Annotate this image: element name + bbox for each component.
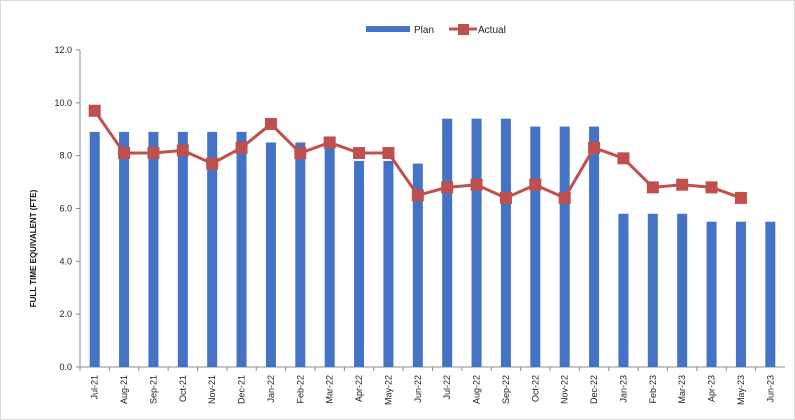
actual-point <box>147 147 160 160</box>
axes <box>76 49 785 371</box>
plan-bar <box>265 142 276 367</box>
plan-bar <box>589 126 600 367</box>
x-tick-label: Sep-22 <box>501 375 511 404</box>
actual-point <box>705 181 718 194</box>
x-tick-label: Feb-23 <box>648 375 658 404</box>
actual-point <box>588 141 601 154</box>
legend-swatch-plan <box>366 26 410 32</box>
plan-bar <box>442 118 453 367</box>
x-tick-label: May-23 <box>736 375 746 405</box>
plan-bar <box>354 160 365 367</box>
actual-point <box>323 136 336 149</box>
y-tick-label: 2.0 <box>59 309 72 319</box>
plan-bar <box>207 131 218 367</box>
actual-point <box>118 147 131 160</box>
x-tick-label: Sep-21 <box>148 375 158 404</box>
actual-point <box>353 147 366 160</box>
x-tick-label: Jul-21 <box>90 375 100 400</box>
x-tick-label: Feb-22 <box>295 375 305 404</box>
legend-label-actual: Actual <box>478 25 506 36</box>
x-tick-label: Dec-21 <box>237 375 247 404</box>
y-tick-label: 6.0 <box>59 204 72 214</box>
plan-bar <box>677 213 688 367</box>
actual-point <box>176 144 189 157</box>
actual-point <box>470 178 483 191</box>
plan-bar <box>618 213 629 367</box>
x-tick-label: Jan-23 <box>618 375 628 403</box>
x-tick-label: Oct-22 <box>530 375 540 402</box>
actual-point <box>734 191 747 204</box>
plan-bar <box>412 163 423 367</box>
x-tick-label: Oct-21 <box>178 375 188 402</box>
actual-point <box>294 147 307 160</box>
actual-line <box>88 104 747 204</box>
x-tick-label: May-22 <box>383 375 393 405</box>
plan-bar <box>500 118 511 367</box>
y-axis-title: FULL TIME EQUIVALENT (FTE) <box>29 189 38 307</box>
plan-bar <box>765 221 776 367</box>
y-tick-label: 0.0 <box>59 362 72 372</box>
x-tick-label: Nov-21 <box>207 375 217 404</box>
plan-bar <box>559 126 570 367</box>
plan-bar <box>706 221 717 367</box>
legend: Plan Actual <box>366 24 506 36</box>
actual-point <box>441 181 454 194</box>
x-tick-label: Aug-21 <box>119 375 129 404</box>
actual-point <box>646 181 659 194</box>
actual-point <box>206 157 219 170</box>
plan-bar <box>119 131 130 367</box>
plan-bar <box>89 131 100 367</box>
actual-point <box>235 141 248 154</box>
plan-bar <box>177 131 188 367</box>
plan-bar <box>236 131 247 367</box>
x-tick-label: Apr-23 <box>707 375 717 402</box>
x-tick-label: Jun-22 <box>413 375 423 403</box>
actual-point <box>88 104 101 117</box>
legend-swatch-actual-marker <box>458 24 469 35</box>
plan-bar <box>530 126 541 367</box>
plan-bar <box>647 213 658 367</box>
x-tick-label: Nov-22 <box>560 375 570 404</box>
plan-bars <box>89 118 776 367</box>
plan-bar <box>471 118 482 367</box>
plan-bar <box>383 160 394 367</box>
x-tick-label: Mar-23 <box>677 375 687 404</box>
actual-point <box>411 189 424 202</box>
x-tick-label: Jan-22 <box>266 375 276 403</box>
actual-point <box>529 178 542 191</box>
plan-bar <box>148 131 159 367</box>
actual-point <box>264 117 277 130</box>
y-tick-label: 8.0 <box>59 151 72 161</box>
x-tick-label: Jul-22 <box>442 375 452 400</box>
x-tick-label: Dec-22 <box>589 375 599 404</box>
plan-bar <box>735 221 746 367</box>
actual-point <box>676 178 689 191</box>
actual-point <box>617 152 630 165</box>
actual-point <box>558 191 571 204</box>
y-tick-label: 10.0 <box>54 98 72 108</box>
actual-point <box>499 191 512 204</box>
plan-bar <box>295 142 306 367</box>
legend-label-plan: Plan <box>414 25 434 36</box>
actual-point <box>382 147 395 160</box>
tick-labels: 0.0 2.0 4.0 6.0 8.0 10.0 12.0 Jul-21 Aug-21 Sep-2… <box>29 45 775 405</box>
x-tick-label: Mar-22 <box>325 375 335 404</box>
x-tick-label: Jun-23 <box>765 375 775 403</box>
y-tick-label: 12.0 <box>54 45 72 55</box>
plan-bar <box>324 142 335 367</box>
y-tick-label: 4.0 <box>59 256 72 266</box>
x-tick-label: Aug-22 <box>472 375 482 404</box>
x-tick-label: Apr-22 <box>354 375 364 402</box>
